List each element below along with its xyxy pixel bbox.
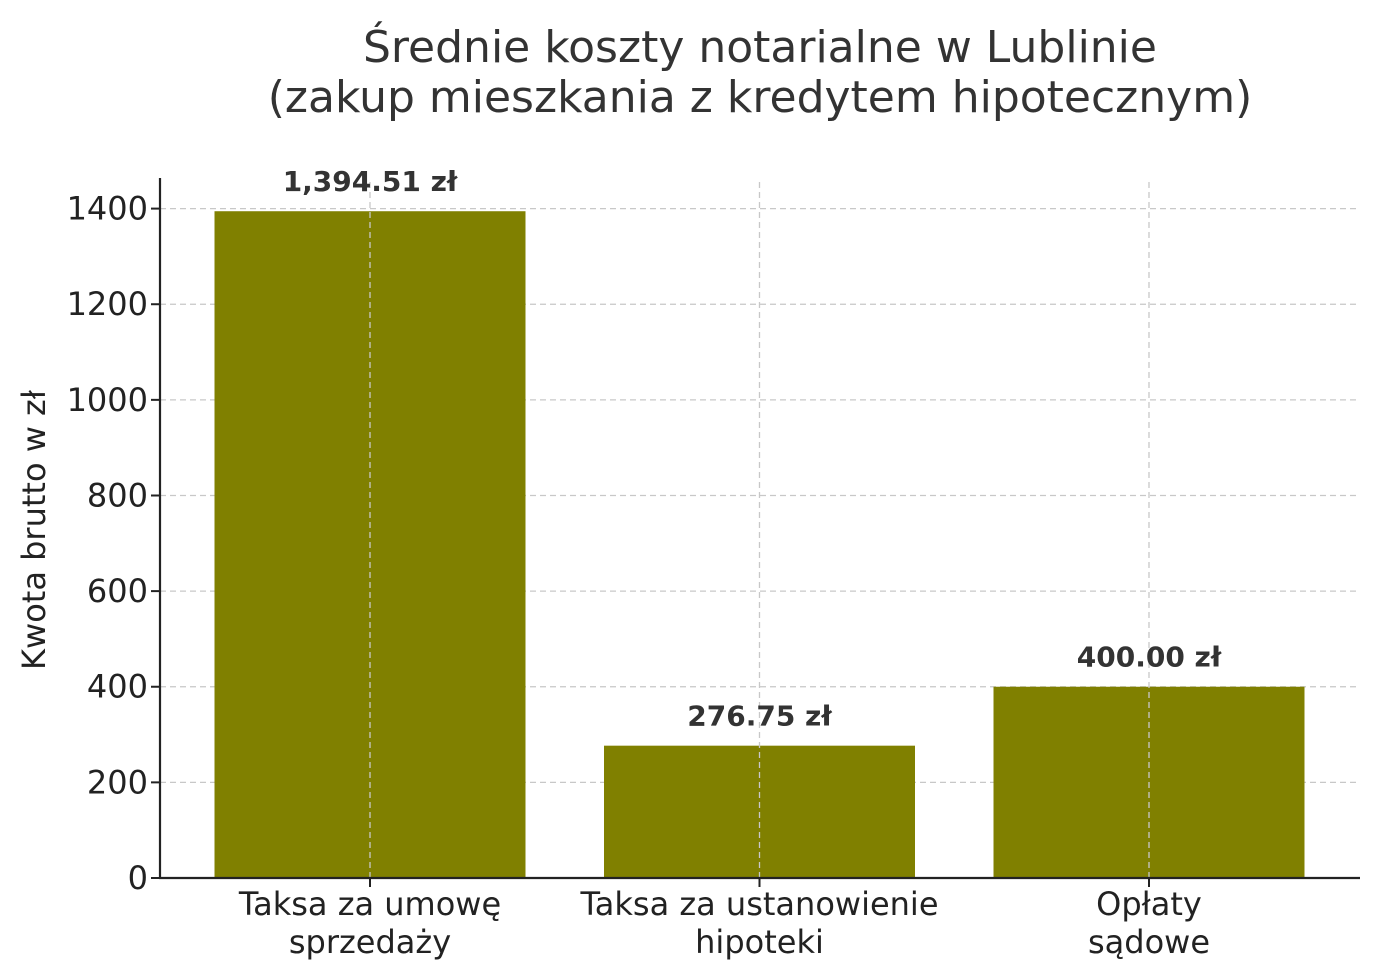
x-tick-label: sprzedaży	[289, 923, 451, 961]
data-labels: 1,394.51 zł 276.75 zł 400.00 zł	[283, 165, 1222, 732]
y-tick-label: 800	[87, 476, 148, 514]
y-tick-label: 400	[87, 668, 148, 706]
chart-title: Średnie koszty notarialne w Lublinie (za…	[268, 20, 1252, 123]
chart-title-line-1: Średnie koszty notarialne w Lublinie	[363, 20, 1157, 73]
y-tick-label: 1000	[67, 381, 148, 419]
y-ticks: 0 200 400 600 800 1000 1200 1400	[67, 190, 160, 897]
y-tick-label: 1200	[67, 285, 148, 323]
data-label: 400.00 zł	[1077, 641, 1222, 674]
x-tick-label: sądowe	[1088, 923, 1210, 961]
y-tick-label: 200	[87, 763, 148, 801]
chart-title-line-2: (zakup mieszkania z kredytem hipotecznym…	[268, 72, 1252, 123]
y-tick-label: 1400	[67, 190, 148, 228]
x-tick-label: Opłaty	[1096, 885, 1202, 923]
data-label: 276.75 zł	[687, 700, 832, 733]
y-tick-label: 600	[87, 572, 148, 610]
x-tick-label: Taksa za umowę	[238, 885, 501, 923]
data-label: 1,394.51 zł	[283, 165, 458, 198]
x-tick-label: Taksa za ustanowienie	[580, 885, 939, 923]
y-tick-label: 0	[128, 859, 148, 897]
x-grid	[369, 182, 1150, 878]
axes	[158, 178, 1360, 880]
x-tick-label: hipoteki	[695, 923, 824, 961]
y-axis-label: Kwota brutto w zł	[15, 389, 53, 670]
